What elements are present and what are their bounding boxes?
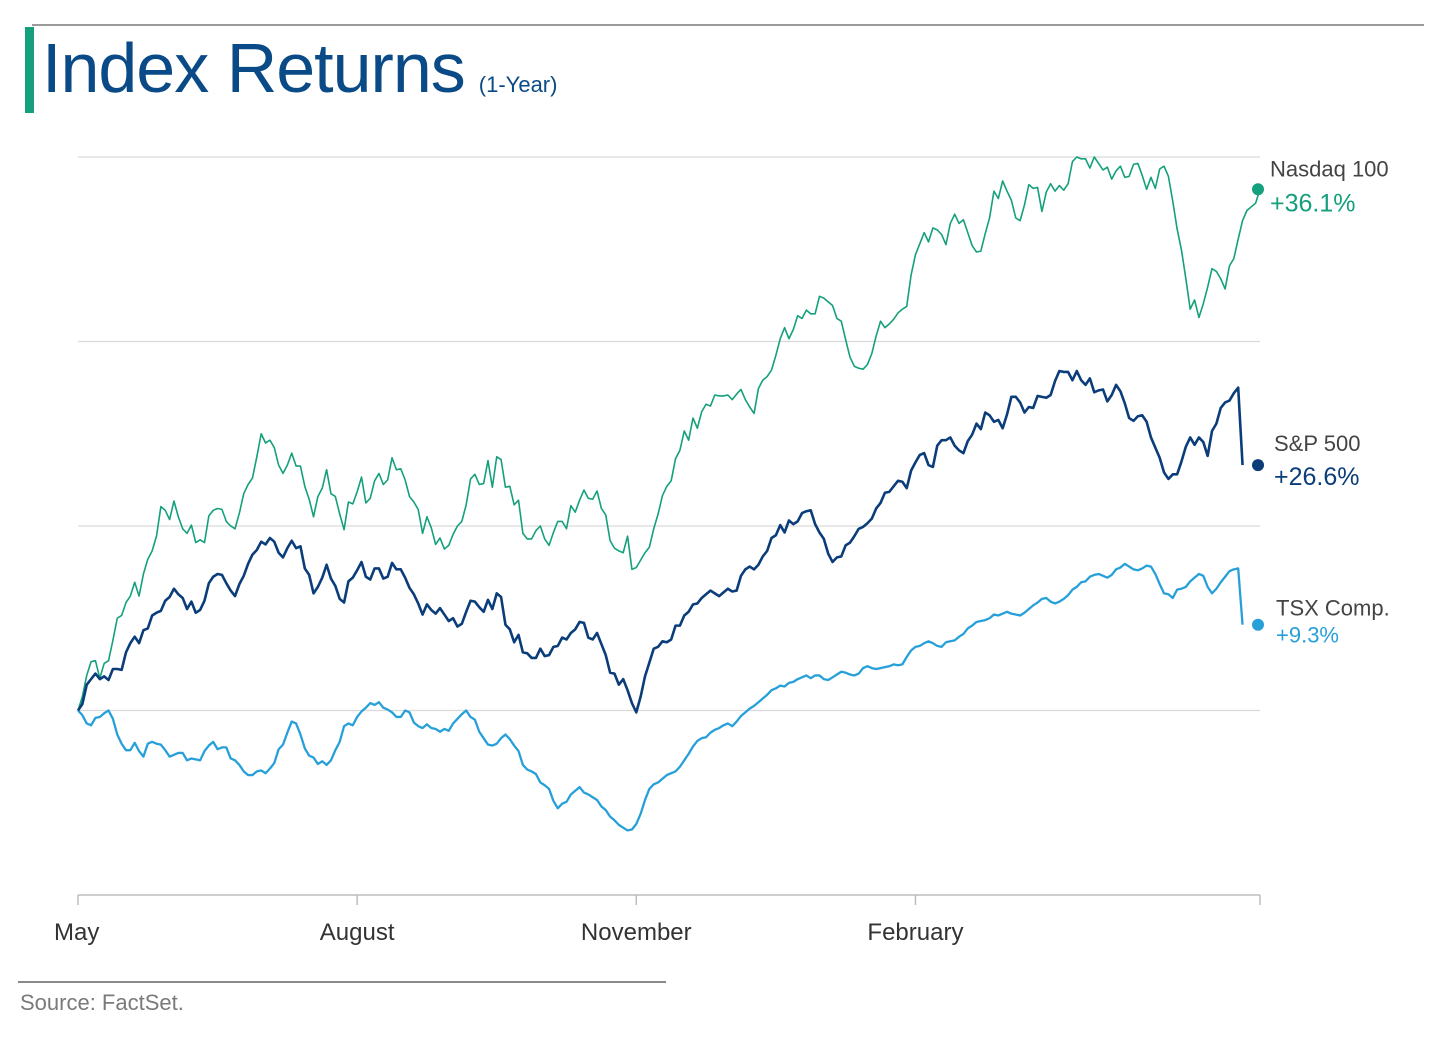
x-tick-label: November <box>581 919 692 946</box>
footer-rule <box>18 981 666 983</box>
series-line-tsx-comp <box>77 562 1244 832</box>
series-value-label-tsx-comp: +9.3% <box>1276 623 1339 648</box>
line-chart: May August November February Nasdaq 100 +36.… <box>54 156 1390 946</box>
x-tick-label: August <box>320 919 395 946</box>
x-axis: May August November February <box>54 894 1261 946</box>
series-line-nasdaq-100 <box>77 156 1261 711</box>
series-lines <box>76 156 1261 832</box>
top-rule <box>32 24 1424 26</box>
series-end-labels: Nasdaq 100 +36.1% S&P 500 +26.6% TSX Comp.+9… <box>1252 156 1390 648</box>
source-note: Source: FactSet. <box>20 990 184 1015</box>
x-tick-label: February <box>867 919 963 946</box>
series-name-label-nasdaq-100: Nasdaq 100 <box>1270 156 1389 181</box>
series-name-label-tsx-comp: TSX Comp. <box>1276 596 1390 621</box>
chart-subtitle: (1-Year) <box>478 72 558 97</box>
series-value-label-nasdaq-100: +36.1% <box>1270 189 1356 217</box>
end-marker-nasdaq-100 <box>1252 183 1264 196</box>
end-marker-s-p-500 <box>1252 459 1264 472</box>
gridlines <box>78 156 1260 712</box>
x-tick-label: May <box>54 919 99 946</box>
chart-title: Index Returns <box>42 29 466 107</box>
series-value-label-s-p-500: +26.6% <box>1274 463 1360 491</box>
title-block: Index Returns (1-Year) <box>42 28 557 108</box>
end-marker-tsx-comp <box>1252 618 1264 631</box>
series-name-label-s-p-500: S&P 500 <box>1274 431 1360 456</box>
title-accent-bar <box>25 27 34 113</box>
series-line-s-p-500 <box>76 369 1244 714</box>
